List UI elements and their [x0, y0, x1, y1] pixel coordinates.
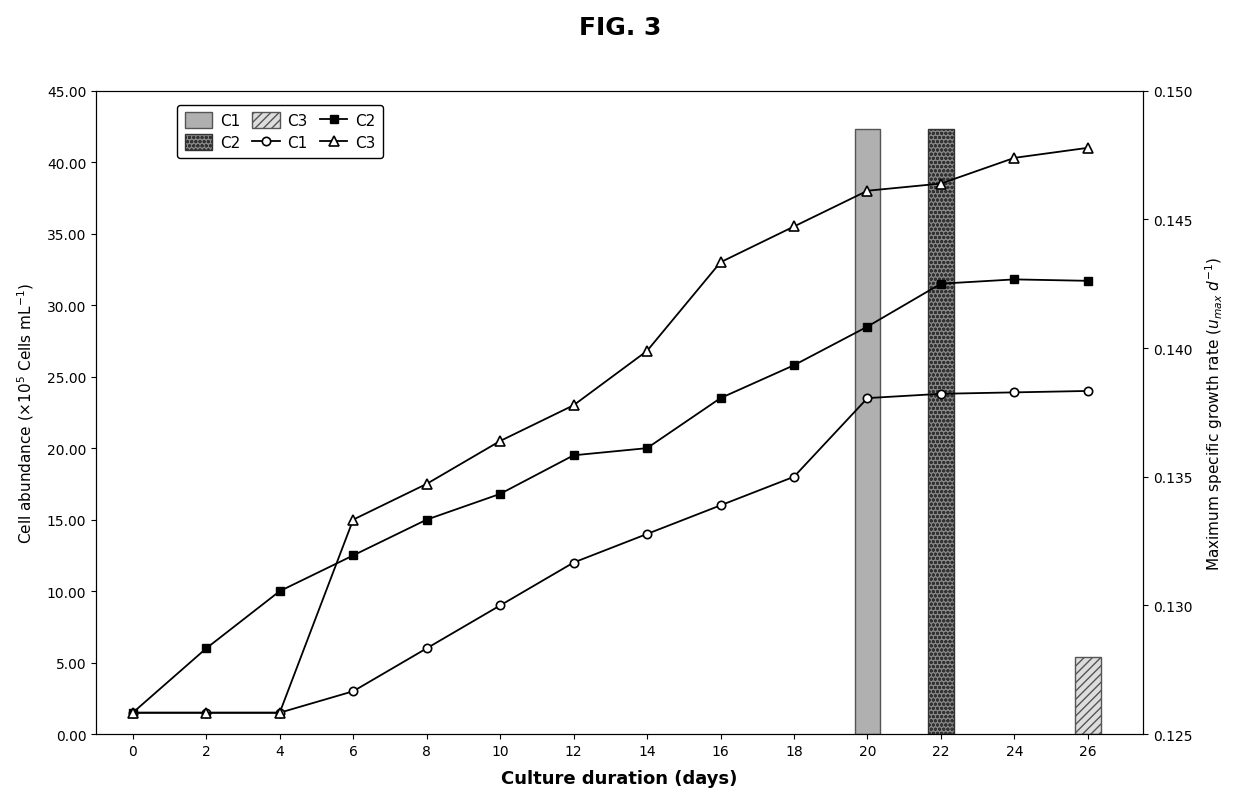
Legend: C1, C2, C3, C1, C2, C3: C1, C2, C3, C1, C2, C3 [177, 106, 383, 159]
Bar [1075, 657, 1101, 735]
Bar [928, 130, 954, 735]
Bar [854, 130, 880, 735]
Y-axis label: Cell abundance ($\times$10$^5$ Cells mL$^{-1}$): Cell abundance ($\times$10$^5$ Cells mL$… [15, 282, 36, 543]
Y-axis label: Maximum specific growth rate ($u_{max}$ $d^{-1}$): Maximum specific growth rate ($u_{max}$ … [1203, 256, 1225, 570]
Text: FIG. 3: FIG. 3 [579, 16, 661, 40]
X-axis label: Culture duration (days): Culture duration (days) [501, 769, 738, 787]
